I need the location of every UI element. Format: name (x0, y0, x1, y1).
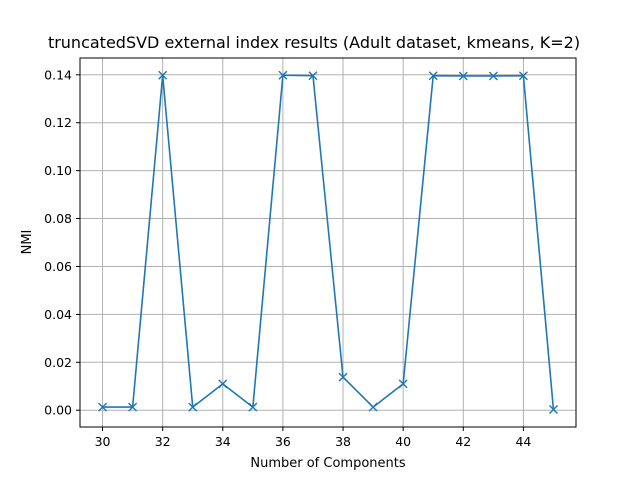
data-point (308, 71, 318, 81)
y-axis-label: NMI (20, 230, 35, 255)
x-tick-label: 34 (215, 434, 231, 449)
y-tick-label: 0.12 (44, 115, 72, 130)
y-tick-label: 0.14 (44, 67, 72, 82)
x-tick-label: 40 (395, 434, 411, 449)
data-point (398, 379, 408, 389)
data-point (158, 70, 168, 80)
grid-lines (80, 58, 576, 427)
series-layer (98, 70, 558, 415)
series-line (102, 74, 555, 410)
data-point (338, 372, 348, 382)
x-tick-label: 36 (275, 434, 291, 449)
plot-frame (79, 57, 577, 428)
data-point (548, 405, 558, 415)
data-point (218, 379, 228, 389)
x-tick-label: 38 (335, 434, 351, 449)
x-axis-label: Number of Components (250, 456, 405, 471)
y-tick-label: 0.00 (44, 403, 72, 418)
x-tick-label: 30 (95, 434, 111, 449)
y-tick-label: 0.06 (44, 259, 72, 274)
data-point (98, 402, 108, 412)
y-tick-label: 0.10 (44, 163, 72, 178)
data-point (248, 402, 258, 412)
data-point (188, 402, 198, 412)
axis-ticks: 30 32 34 36 38 40 42 44 0.00 0.02 0.04 0.06 0.08 0.10… (44, 67, 531, 449)
data-point (458, 71, 468, 81)
x-tick-label: 32 (155, 434, 171, 449)
x-tick-label: 44 (515, 434, 531, 449)
y-tick-label: 0.02 (44, 355, 72, 370)
y-tick-label: 0.08 (44, 211, 72, 226)
data-point (488, 71, 498, 81)
x-tick-label: 42 (455, 434, 471, 449)
chart-title: truncatedSVD external index results (Adu… (48, 33, 580, 52)
data-point (278, 70, 288, 80)
data-point (428, 71, 438, 81)
data-point (518, 71, 528, 81)
y-tick-label: 0.04 (44, 307, 72, 322)
data-point (128, 402, 138, 412)
data-point (368, 402, 378, 412)
